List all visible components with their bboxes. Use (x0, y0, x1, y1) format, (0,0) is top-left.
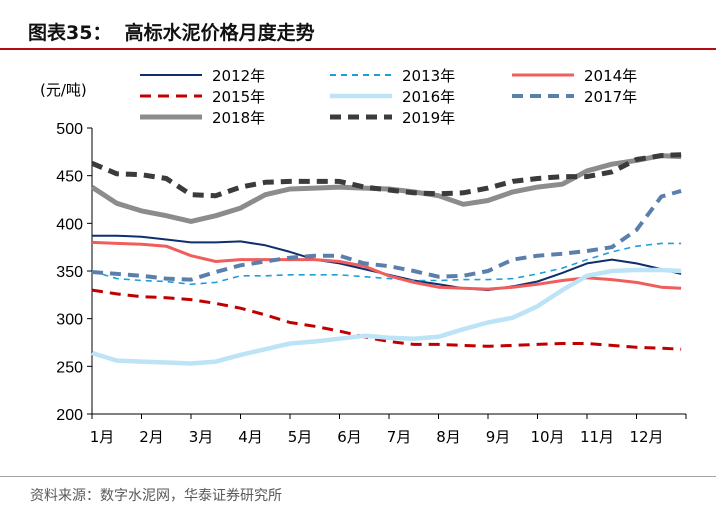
x-tick-label: 11月 (580, 428, 614, 446)
series-line-2013年 (91, 242, 682, 286)
y-tick-label: 200 (56, 407, 83, 424)
legend-label: 2016年 (402, 88, 455, 106)
legend-label: 2013年 (402, 67, 455, 85)
x-tick-label: 5月 (288, 428, 313, 446)
legend-label: 2015年 (212, 88, 265, 106)
figure-title-bar: 图表35： 高标水泥价格月度走势 (0, 8, 716, 50)
x-tick-label: 12月 (629, 428, 663, 446)
x-tick-label: 9月 (486, 428, 511, 446)
legend-label: 2018年 (212, 109, 265, 127)
series-line-2017年 (91, 188, 682, 282)
x-tick-label: 1月 (90, 428, 115, 446)
series-line-2015年 (91, 288, 682, 351)
legend-label: 2012年 (212, 67, 265, 85)
series-line-2016年 (91, 267, 682, 366)
y-tick-label: 400 (56, 216, 83, 233)
x-tick-label: 8月 (436, 428, 461, 446)
legend-label: 2017年 (584, 88, 637, 106)
y-tick-label: 450 (56, 169, 83, 186)
legend-label: 2019年 (402, 109, 455, 127)
x-tick-label: 10月 (530, 428, 564, 446)
y-tick-label: 500 (56, 121, 83, 138)
x-tick-label: 7月 (387, 428, 412, 446)
x-tick-label: 2月 (139, 428, 164, 446)
y-tick-label: 300 (56, 312, 83, 329)
figure-title: 图表35： 高标水泥价格月度走势 (28, 22, 315, 44)
x-tick-label: 3月 (189, 428, 214, 446)
source-divider (0, 476, 716, 477)
x-tick-label: 4月 (238, 428, 263, 446)
source-note: 资料来源：数字水泥网，华泰证券研究所 (30, 488, 282, 504)
y-unit-label: (元/吨) (40, 81, 87, 99)
title-divider (0, 48, 716, 50)
y-tick-label: 250 (56, 359, 83, 376)
legend-label: 2014年 (584, 67, 637, 85)
series-line-2019年 (91, 152, 682, 199)
series-line-2012年 (92, 234, 682, 292)
x-tick-label: 6月 (337, 428, 362, 446)
y-tick-label: 350 (56, 264, 83, 281)
